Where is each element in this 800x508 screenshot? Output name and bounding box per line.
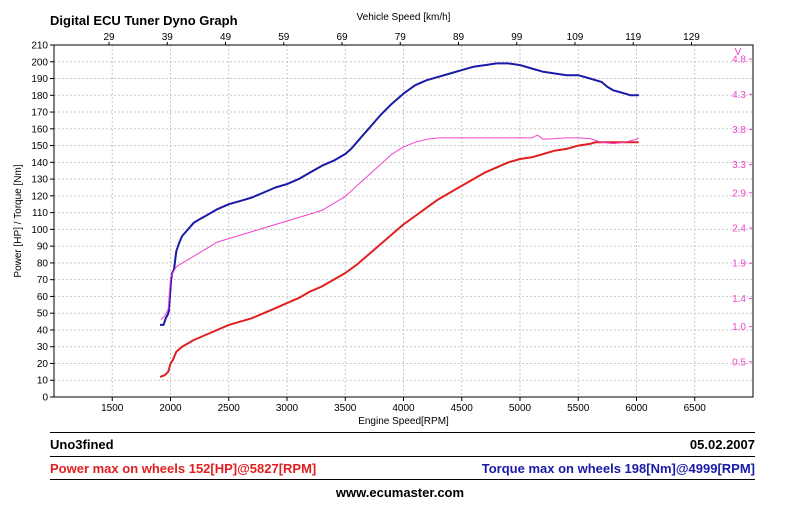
x2-tick-label: 129 (683, 32, 700, 43)
x-tick-label: 2000 (159, 403, 182, 414)
series-layer (159, 62, 640, 378)
y2-tick-label: 1.4 (732, 294, 746, 305)
x-tick-label: 6500 (684, 403, 707, 414)
chart-title: Digital ECU Tuner Dyno Graph (50, 13, 238, 28)
y2-tick-label: 4.8 (732, 55, 746, 66)
run-name: Uno3fined (50, 437, 114, 452)
y2-tick-label: 3.3 (732, 160, 746, 171)
y-tick-label: 140 (31, 158, 48, 169)
series-line-power (159, 141, 639, 378)
y-tick-label: 60 (37, 292, 49, 303)
x-tick-label: 4000 (392, 403, 415, 414)
y-tick-label: 170 (31, 108, 48, 119)
y2-tick-label: 2.4 (732, 224, 746, 235)
y2-tick-label: 1.9 (732, 259, 746, 270)
y-tick-label: 80 (37, 258, 49, 269)
y-tick-label: 190 (31, 74, 48, 85)
y2-tick-label: 3.8 (732, 125, 746, 136)
y-tick-label: 210 (31, 41, 48, 52)
y-axis-title: Power [HP] / Torque [Nm] (13, 164, 24, 277)
y2-tick-label: 2.9 (732, 188, 746, 199)
y-tick-label: 100 (31, 225, 48, 236)
y-tick-label: 30 (37, 342, 49, 353)
x2-tick-label: 79 (395, 32, 407, 43)
y-tick-label: 110 (32, 208, 48, 219)
x2-tick-label: 99 (511, 32, 523, 43)
y2-tick-label: 0.5 (732, 357, 746, 368)
x2-tick-label: 109 (567, 32, 584, 43)
y-tick-label: 40 (37, 325, 49, 336)
y-tick-label: 50 (37, 309, 49, 320)
x2-tick-label: 119 (625, 32, 641, 43)
y-tick-label: 150 (31, 141, 48, 152)
y-tick-label: 160 (31, 124, 48, 135)
x2-tick-label: 39 (162, 32, 174, 43)
x2-tick-label: 89 (453, 32, 465, 43)
y-tick-label: 200 (31, 57, 48, 68)
y-tick-label: 10 (37, 376, 49, 387)
x-tick-label: 3000 (276, 403, 299, 414)
y-tick-label: 0 (42, 393, 48, 404)
x-tick-label: 6000 (625, 403, 648, 414)
grid (54, 44, 753, 398)
run-date: 05.02.2007 (689, 437, 755, 452)
x2-tick-label: 59 (278, 32, 290, 43)
x-tick-label: 5500 (567, 403, 590, 414)
x-tick-label: 3500 (334, 403, 357, 414)
x2-tick-label: 69 (336, 32, 348, 43)
x-axis-title: Engine Speed[RPM] (358, 416, 449, 427)
y-tick-label: 180 (31, 91, 48, 102)
y-tick-label: 130 (31, 175, 48, 186)
x-tick-label: 5000 (509, 403, 532, 414)
series-line-torque (160, 62, 639, 326)
torque-max-label: Torque max on wheels 198[Nm]@4999[RPM] (481, 461, 755, 476)
y-tick-label: 90 (37, 242, 49, 253)
y-tick-label: 20 (37, 359, 49, 370)
y2-tick-label: 1.0 (732, 322, 746, 333)
y-tick-label: 120 (31, 191, 48, 202)
footer-divider-top (50, 432, 755, 433)
x2-tick-label: 49 (220, 32, 232, 43)
y-tick-label: 70 (37, 275, 49, 286)
axis-layer: 0 10 20 30 40 50 60 70 80 90 100 110 120 130 140 150 160… (13, 12, 753, 427)
y2-axis-title: V (735, 47, 742, 58)
y2-tick-label: 4.3 (732, 90, 746, 101)
x-tick-label: 4500 (451, 403, 474, 414)
x-tick-label: 2500 (218, 403, 241, 414)
x2-tick-label: 29 (103, 32, 115, 43)
power-max-label: Power max on wheels 152[HP]@5827[RPM] (50, 461, 317, 476)
x-tick-label: 1500 (101, 403, 124, 414)
footer-divider-middle (50, 456, 755, 457)
website-label: www.ecumaster.com (335, 485, 465, 500)
x2-axis-title: Vehicle Speed [km/h] (357, 12, 451, 23)
dyno-chart: 0 10 20 30 40 50 60 70 80 90 100 110 120 130 140 150 160… (13, 12, 754, 427)
footer-divider-bottom (50, 479, 755, 480)
series-line-boost (160, 134, 640, 320)
